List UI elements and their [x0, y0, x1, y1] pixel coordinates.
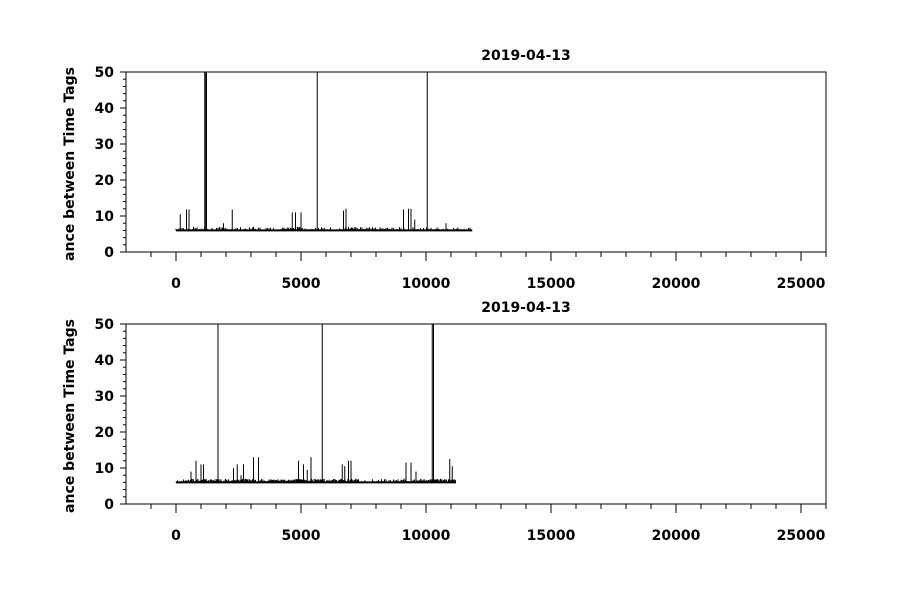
x-tick-label: 25000	[777, 276, 826, 292]
y-tick-label: 50	[95, 65, 115, 81]
x-tick-label: 0	[171, 528, 181, 544]
chart-panel-1: 2019-04-13 ance between Time Tags 0 10 20 30 4…	[62, 48, 827, 292]
chart-title: 2019-04-13	[481, 48, 571, 64]
data-series	[175, 72, 473, 232]
x-tick-label: 25000	[777, 528, 826, 544]
plot-frame	[125, 323, 827, 505]
y-tick-label: 0	[104, 497, 114, 513]
y-tick-label: 30	[95, 137, 115, 153]
y-axis-label: ance between Time Tags	[62, 67, 78, 261]
chart-panel-2: 2019-04-13 ance between Time Tags 0 10 20 30 4…	[62, 300, 827, 544]
x-tick-label: 5000	[282, 528, 321, 544]
y-axis-label: ance between Time Tags	[62, 319, 78, 513]
y-tick-label: 40	[95, 101, 115, 117]
x-tick-label: 15000	[527, 276, 576, 292]
x-tick-label: 20000	[652, 276, 701, 292]
y-tick-label: 10	[95, 209, 115, 225]
x-tick-label: 0	[171, 276, 181, 292]
y-tick-label: 20	[95, 425, 115, 441]
x-tick-label: 5000	[282, 276, 321, 292]
plot-frame	[125, 71, 827, 253]
x-tick-label: 20000	[652, 528, 701, 544]
x-tick-label: 10000	[402, 276, 451, 292]
y-tick-label: 40	[95, 353, 115, 369]
y-tick-label: 0	[104, 245, 114, 261]
chart-title: 2019-04-13	[481, 300, 571, 316]
x-tick-label: 10000	[402, 528, 451, 544]
x-tick-label: 15000	[527, 528, 576, 544]
series-jitter	[175, 227, 472, 231]
y-tick-label: 50	[95, 317, 115, 333]
data-series	[175, 324, 456, 484]
y-tick-label: 10	[95, 461, 115, 477]
y-tick-label: 30	[95, 389, 115, 405]
y-tick-label: 20	[95, 173, 115, 189]
